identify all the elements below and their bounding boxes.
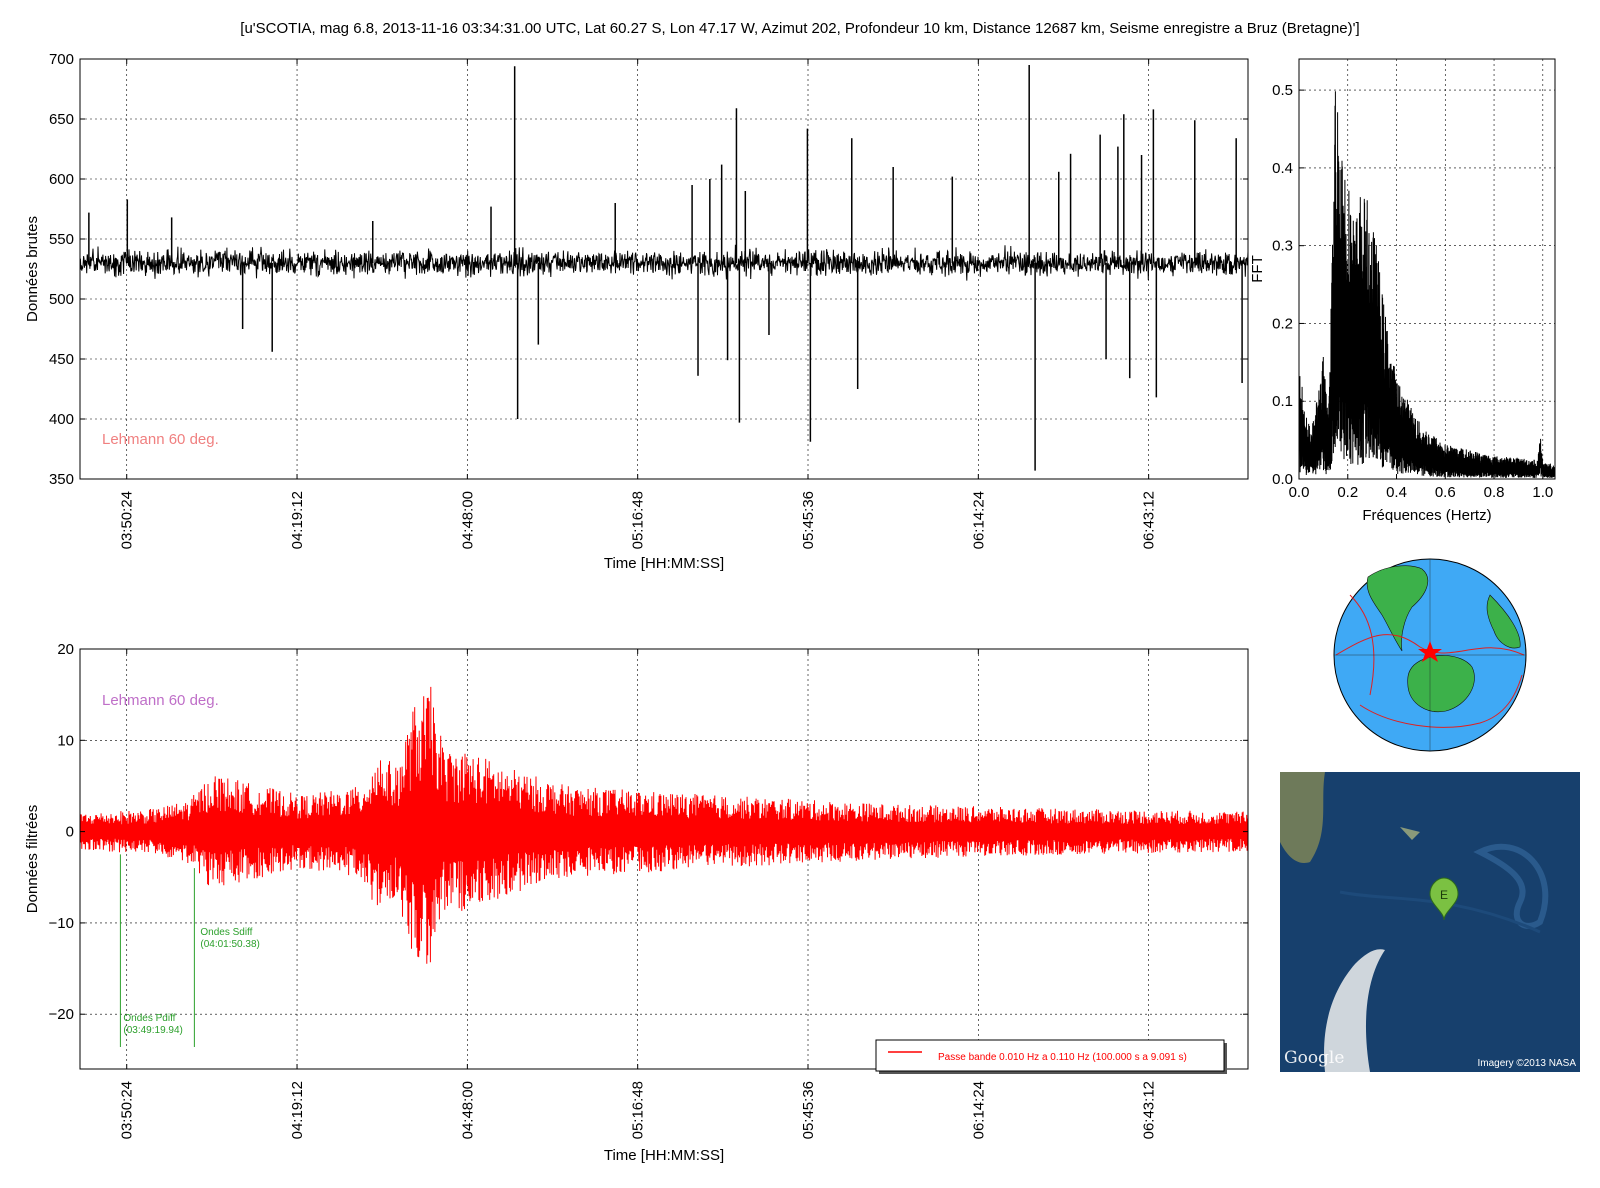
fft-x-tick-label: 0.0	[1289, 484, 1310, 501]
filtered-seismogram-chart: Ondes Pdiff(03:49:19.94) Ondes Sdiff(04:0…	[24, 641, 1249, 1164]
patagonia-shape	[1280, 772, 1325, 863]
y-tick-label: 0	[66, 824, 74, 841]
fft-ticks: 0.0 0.2 0.4 0.6 0.8 1.0 0.0 0.1 0.2 0.3 0.4 0.5	[1272, 82, 1553, 501]
imagery-credit: Imagery ©2013 NASA	[1477, 1058, 1576, 1069]
y-tick-label: 650	[49, 111, 74, 128]
fft-x-tick-label: 0.2	[1337, 484, 1358, 501]
y-tick-label: 450	[49, 351, 74, 368]
y-tick-label: 10	[57, 732, 74, 749]
filtered-ticks: 03:50:24 04:19:12 04:48:00 05:16:48 05:45:36…	[49, 641, 1248, 1139]
raw-trace-line	[80, 244, 1248, 281]
x-tick-label: 05:16:48	[630, 1081, 647, 1139]
ridge-line	[1339, 890, 1541, 934]
y-tick-label: −10	[49, 915, 74, 932]
filtered-lehmann-annotation: Lehmann 60 deg.	[102, 692, 219, 709]
antarctic-peninsula-shape	[1324, 949, 1385, 1072]
phase-picks: Ondes Pdiff(03:49:19.94) Ondes Sdiff(04:0…	[119, 854, 260, 1047]
filtered-legend: Passe bande 0.010 Hz a 0.110 Hz (100.000…	[875, 1039, 1227, 1074]
raw-lehmann-annotation: Lehmann 60 deg.	[102, 431, 219, 448]
fft-x-tick-label: 0.4	[1386, 484, 1407, 501]
star-icon	[1418, 641, 1442, 662]
x-tick-label: 03:50:24	[119, 1081, 136, 1139]
fft-y-tick-label: 0.1	[1272, 393, 1293, 410]
phase-pick-label: Ondes Pdiff	[123, 1013, 175, 1024]
y-tick-label: 700	[49, 51, 74, 68]
x-tick-label: 06:43:12	[1141, 1081, 1158, 1139]
x-tick-label: 05:45:36	[800, 491, 817, 549]
globe-svg	[1333, 558, 1527, 752]
fft-x-tick-label: 0.8	[1484, 484, 1505, 501]
globe-map	[1330, 555, 1530, 755]
y-tick-label: −20	[49, 1006, 74, 1023]
y-tick-label: 350	[49, 471, 74, 488]
fft-y-tick-label: 0.3	[1272, 238, 1293, 255]
raw-xlabel: Time [HH:MM:SS]	[604, 555, 724, 572]
x-tick-label: 05:16:48	[630, 491, 647, 549]
raw-ticks: 03:50:24 04:19:12 04:48:00 05:16:48 05:45:36…	[49, 51, 1248, 549]
x-tick-label: 06:14:24	[970, 491, 987, 549]
legend-box	[875, 1039, 1225, 1072]
falkland-islands-shape	[1400, 827, 1420, 840]
filtered-grid	[80, 649, 1248, 1069]
africa-shape	[1486, 594, 1521, 649]
x-tick-label: 04:19:12	[289, 1081, 306, 1139]
x-tick-label: 04:48:00	[459, 491, 476, 549]
figure-title: [u'SCOTIA, mag 6.8, 2013-11-16 03:34:31.…	[240, 20, 1360, 37]
raw-seismogram-chart: 03:50:24 04:19:12 04:48:00 05:16:48 05:45:36…	[24, 51, 1249, 572]
satellite-svg: E	[1280, 772, 1580, 1072]
map-pin-icon	[1429, 877, 1459, 921]
phase-pick-time: (03:49:19.94)	[123, 1025, 183, 1036]
y-tick-label: 600	[49, 171, 74, 188]
google-logo: Google	[1284, 1048, 1345, 1068]
y-tick-label: 400	[49, 411, 74, 428]
fft-x-tick-label: 1.0	[1532, 484, 1553, 501]
south-america-shape	[1366, 565, 1429, 652]
legend-label: Passe bande 0.010 Hz a 0.110 Hz (100.000…	[938, 1052, 1187, 1063]
x-tick-label: 04:48:00	[459, 1081, 476, 1139]
fft-y-tick-label: 0.0	[1272, 471, 1293, 488]
y-tick-label: 500	[49, 291, 74, 308]
x-tick-label: 05:45:36	[800, 1081, 817, 1139]
antarctica-shape	[1407, 655, 1475, 713]
fft-y-tick-label: 0.2	[1272, 315, 1293, 332]
x-tick-label: 06:43:12	[1141, 491, 1158, 549]
filtered-xlabel: Time [HH:MM:SS]	[604, 1147, 724, 1164]
x-tick-label: 03:50:24	[119, 491, 136, 549]
y-tick-label: 550	[49, 231, 74, 248]
y-tick-label: 20	[57, 641, 74, 658]
plate-boundary-2	[1359, 674, 1523, 728]
x-tick-label: 06:14:24	[970, 1081, 987, 1139]
x-tick-label: 04:19:12	[289, 491, 306, 549]
fft-x-tick-label: 0.6	[1435, 484, 1456, 501]
fft-y-tick-label: 0.5	[1272, 82, 1293, 99]
fft-spectrum-line	[1299, 91, 1555, 479]
filtered-plot-frame	[79, 648, 1249, 1070]
map-pin-letter: E	[1440, 888, 1448, 902]
raw-plot-frame	[79, 58, 1249, 480]
fft-plot-frame	[1298, 58, 1556, 480]
filtered-ylabel: Données filtrées	[24, 805, 41, 913]
plate-boundary-3	[1349, 594, 1375, 696]
raw-spikes	[88, 65, 1243, 471]
phase-pick-label: Ondes Sdiff	[200, 927, 252, 938]
fft-y-tick-label: 0.4	[1272, 160, 1293, 177]
fft-xlabel: Fréquences (Hertz)	[1362, 507, 1491, 524]
fft-ylabel: FFT	[1249, 255, 1266, 283]
filtered-trace-line	[80, 686, 1248, 964]
fft-spectrum-chart: 0.0 0.2 0.4 0.6 0.8 1.0 0.0 0.1 0.2 0.3 0.4 0.5 FFT…	[1249, 58, 1556, 524]
satellite-map: E Google Imagery ©2013 NASA	[1280, 772, 1580, 1072]
plate-boundary-1	[1335, 634, 1525, 656]
raw-ylabel: Données brutes	[24, 216, 41, 322]
phase-pick-time: (04:01:50.38)	[200, 939, 260, 950]
